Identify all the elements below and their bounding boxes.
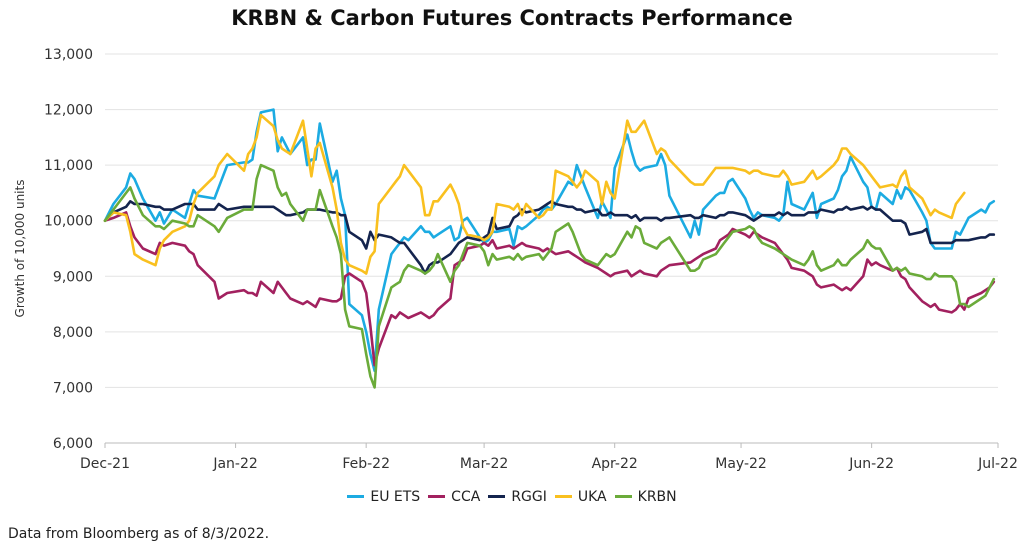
series-lines (103, 108, 996, 389)
series-line-krbn (103, 163, 996, 389)
y-tick-label: 13,000 (44, 47, 93, 63)
legend-item: KRBN (614, 488, 677, 505)
x-tick-label: Apr-22 (592, 456, 638, 472)
legend-label: KRBN (637, 488, 677, 505)
x-tick-labels: Dec-21 Jan-22 Feb-22 Mar-22 Apr-22 May-22 Jun-… (80, 443, 1018, 472)
y-tick-label: 10,000 (44, 214, 93, 230)
legend-item: CCA (428, 489, 480, 505)
legend-label: UKA (577, 488, 607, 505)
legend-swatch (428, 495, 446, 498)
series-line-eu-ets (103, 108, 996, 373)
x-tick-label: Feb-22 (342, 456, 390, 472)
x-tick-label: Jun-22 (848, 456, 894, 472)
legend-swatch (614, 495, 632, 498)
chart-title: KRBN & Carbon Futures Contracts Performa… (231, 6, 793, 30)
series-line-cca (103, 211, 996, 367)
x-tick-label: Jan-22 (212, 456, 257, 472)
legend-label: RGGI (511, 488, 547, 505)
legend-swatch (554, 495, 572, 498)
x-tick-label: Dec-21 (80, 456, 130, 472)
y-tick-label: 6,000 (53, 436, 93, 452)
legend-swatch (347, 495, 365, 498)
x-tick-label: Jul-22 (977, 456, 1018, 472)
y-tick-labels: 6,000 7,000 8,000 9,000 10,000 11,000 12,000 13… (44, 47, 93, 452)
y-tick-label: 7,000 (53, 380, 93, 396)
legend-item: UKA (554, 488, 607, 505)
series-line-rggi (103, 200, 996, 275)
y-tick-label: 11,000 (44, 158, 93, 174)
legend-label: EU ETS (370, 488, 421, 505)
x-tick-label: Mar-22 (460, 456, 508, 472)
legend-label: CCA (451, 488, 481, 505)
legend-swatch (488, 495, 506, 498)
series-line-uka (103, 113, 966, 275)
legend-item: RGGI (488, 489, 547, 505)
x-tick-label: May-22 (715, 456, 767, 472)
grid-lines (105, 53, 998, 444)
legend-item: EU ETS (347, 489, 420, 505)
y-axis-label: Growth of 10,000 units (13, 180, 27, 318)
y-tick-label: 9,000 (53, 269, 93, 285)
footnote: Data from Bloomberg as of 8/3/2022. (8, 526, 270, 542)
legend: EU ETS CCA RGGI UKA KRBN (0, 486, 1024, 505)
y-tick-label: 12,000 (44, 103, 93, 119)
y-tick-label: 8,000 (53, 325, 93, 341)
